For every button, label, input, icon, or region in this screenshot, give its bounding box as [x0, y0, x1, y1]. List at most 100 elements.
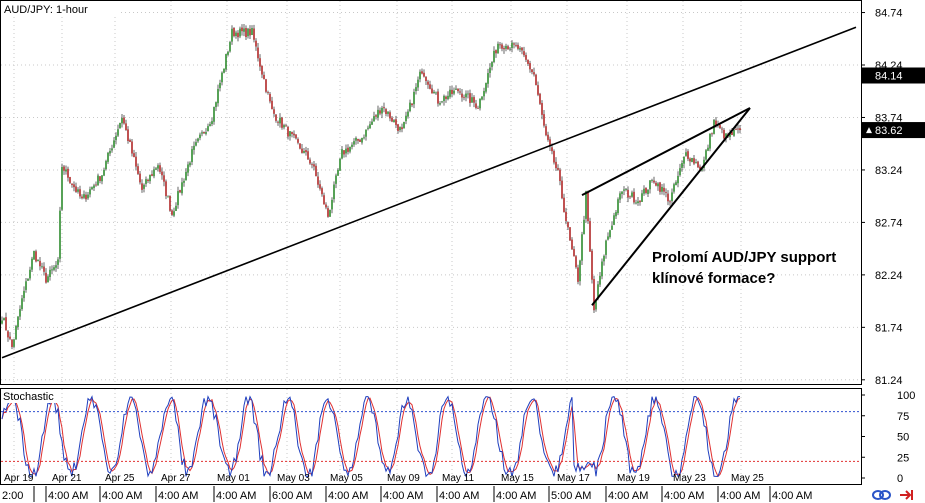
- candle-body: [615, 212, 617, 217]
- candle-body: [213, 106, 215, 122]
- candle-body: [233, 27, 235, 37]
- candle-body: [19, 309, 21, 317]
- candle-body: [17, 316, 19, 327]
- candle-body: [725, 133, 727, 139]
- candle-body: [153, 169, 155, 177]
- candle-body: [567, 222, 569, 228]
- candle-body: [119, 122, 121, 129]
- candle-body: [281, 117, 283, 128]
- wedge-lower-line: [591, 107, 751, 306]
- candle-body: [515, 45, 517, 46]
- candle-body: [73, 184, 75, 188]
- candle-body: [285, 125, 287, 127]
- candle-body: [217, 88, 219, 104]
- candle-body: [709, 133, 711, 149]
- candle-body: [591, 250, 593, 280]
- candle-body: [363, 137, 365, 139]
- candle-body: [605, 240, 607, 255]
- candle-body: [131, 141, 133, 154]
- candle-body: [325, 204, 327, 208]
- candle-body: [669, 201, 671, 203]
- date-label: Apr 27: [161, 473, 191, 484]
- candle-body: [33, 250, 35, 260]
- candle-body: [63, 166, 65, 171]
- price-box: [862, 122, 925, 139]
- time-label: 4:00 AM: [720, 490, 760, 502]
- candle-body: [191, 149, 193, 163]
- candle-body: [523, 51, 525, 56]
- candle-body: [475, 103, 477, 108]
- candle-body: [173, 211, 175, 216]
- candle-body: [521, 47, 523, 51]
- candle-body: [313, 164, 315, 167]
- date-label: Apr 21: [52, 473, 82, 484]
- candle-body: [707, 147, 709, 151]
- candle-body: [657, 183, 659, 187]
- candle-body: [531, 69, 533, 73]
- candle-body: [729, 132, 731, 137]
- candle-body: [183, 180, 185, 183]
- link-icon[interactable]: [872, 490, 891, 500]
- candle-body: [185, 171, 187, 181]
- candle-body: [459, 91, 461, 93]
- candle-body: [399, 126, 401, 131]
- candle-body: [617, 199, 619, 214]
- time-label: 4:00 AM: [439, 490, 479, 502]
- candle-body: [349, 146, 351, 152]
- candle-body: [407, 111, 409, 117]
- date-label: May 05: [330, 473, 363, 484]
- candle-body: [467, 93, 469, 95]
- candle-body: [107, 152, 109, 162]
- candle-body: [15, 326, 17, 340]
- nav-icons[interactable]: [872, 490, 913, 500]
- stoch-tick-label: 25: [897, 452, 909, 464]
- candle-body: [253, 28, 255, 40]
- candle-body: [447, 95, 449, 100]
- candle-body: [493, 50, 495, 63]
- grid: [1, 1, 861, 484]
- date-label: May 19: [617, 473, 650, 484]
- stoch-tick-label: 0: [897, 473, 903, 485]
- candle-body: [323, 195, 325, 205]
- candle-body: [457, 88, 459, 92]
- candle-body: [59, 210, 61, 259]
- candle-body: [607, 236, 609, 240]
- candle-body: [601, 261, 603, 277]
- candle-body: [133, 153, 135, 158]
- candle-body: [89, 189, 91, 195]
- candle-body: [501, 44, 503, 49]
- candle-body: [465, 93, 467, 98]
- candle-body: [505, 45, 507, 49]
- candle-body: [429, 84, 431, 89]
- candle-body: [301, 148, 303, 153]
- overlay-lines: [1, 26, 857, 359]
- candle-body: [537, 85, 539, 95]
- candle-body: [283, 125, 285, 128]
- candle-body: [379, 110, 381, 114]
- candle-body: [235, 32, 237, 36]
- candle-body: [37, 259, 39, 262]
- candle-body: [291, 132, 293, 134]
- candle-body: [357, 138, 359, 141]
- stoch-tick-label: 100: [897, 390, 915, 402]
- candle-body: [737, 128, 739, 130]
- candle-body: [481, 96, 483, 100]
- scroll-to-end-icon[interactable]: [900, 490, 913, 500]
- candle-body: [479, 98, 481, 109]
- candle-body: [297, 139, 299, 143]
- candle-body: [65, 169, 67, 172]
- candle-body: [23, 290, 25, 299]
- candle-body: [659, 182, 661, 192]
- time-label: 2:00: [2, 490, 23, 502]
- price-box-marker: [866, 127, 872, 134]
- candle-body: [477, 107, 479, 109]
- candle-body: [629, 196, 631, 198]
- candle-body: [47, 276, 49, 283]
- candle-body: [391, 117, 393, 122]
- price-tick-label: 83.24: [875, 165, 903, 177]
- candle-body: [111, 148, 113, 151]
- price-tick-label: 84.74: [875, 8, 903, 20]
- symbol-label: AUD/JPY: 1-hour: [4, 4, 88, 16]
- candle-body: [215, 102, 217, 108]
